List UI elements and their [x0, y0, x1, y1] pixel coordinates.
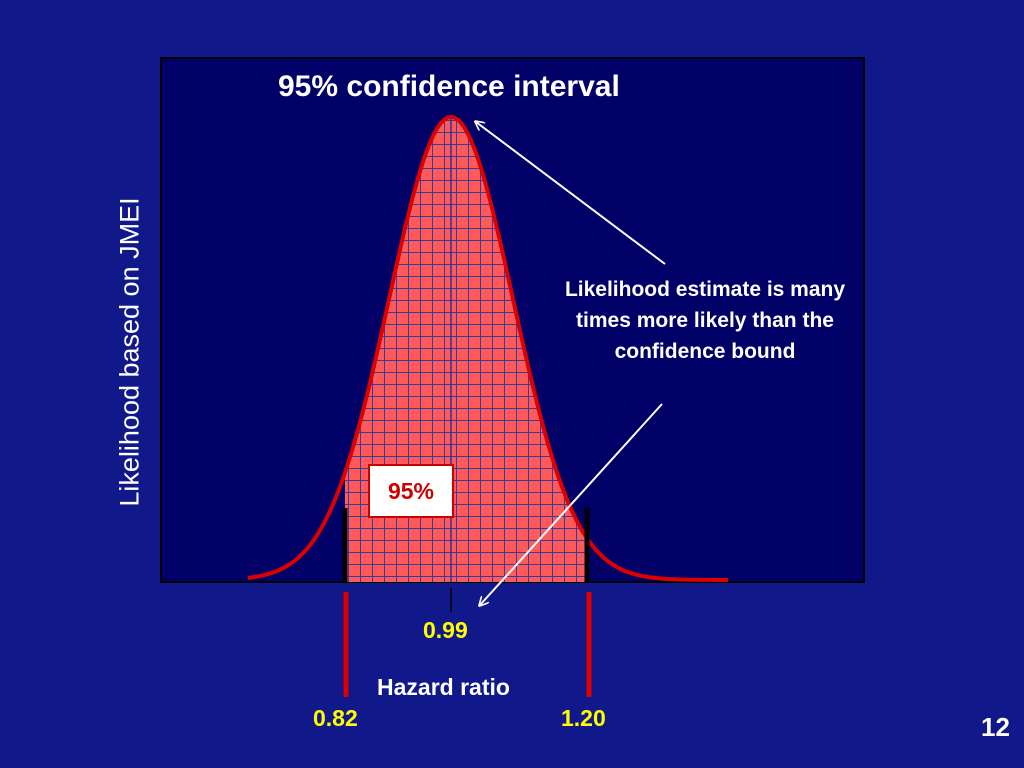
upper-bound-label: 1.20: [561, 705, 606, 731]
coverage-label: 95%: [387, 477, 435, 504]
lower-bound-label: 0.82: [313, 705, 358, 731]
y-axis-label: Likelihood based on JMEI: [114, 197, 145, 507]
slide-title: 95% confidence interval: [278, 70, 620, 103]
page-number: 12: [981, 712, 1010, 742]
arrow-to-peak-icon: [476, 122, 666, 265]
annotation-text: Likelihood estimate is many times more l…: [564, 278, 846, 363]
coverage-box: 95%: [368, 464, 454, 518]
likelihood-curve: [247, 115, 728, 582]
point-estimate-label: 0.99: [423, 617, 468, 643]
x-axis-label: Hazard ratio: [377, 674, 510, 700]
arrow-to-estimate-icon: [480, 403, 663, 605]
